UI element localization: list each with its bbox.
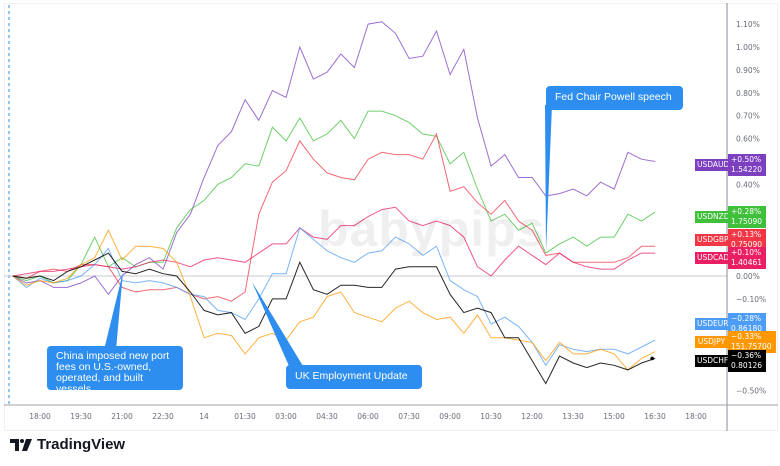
series-line-usdjpy	[12, 229, 656, 371]
y-tick-label: 0.60%	[736, 135, 760, 144]
tradingview-logo-icon	[10, 438, 32, 451]
y-tick-label: −0.10%	[736, 295, 766, 304]
x-tick-label: 13:30	[562, 412, 584, 421]
uk-callout: UK Employment Update	[286, 365, 422, 389]
brand-name: TradingView	[37, 436, 126, 453]
x-tick-label: 10:30	[480, 412, 502, 421]
series-value-badge: +0.50% 1.54220	[728, 154, 766, 176]
x-tick-label: 03:00	[275, 412, 297, 421]
last-price: 0.75090	[731, 240, 763, 249]
x-tick-label: 06:00	[357, 412, 379, 421]
y-tick-label: 0.00%	[736, 272, 760, 281]
tradingview-logo[interactable]: TradingView	[10, 436, 125, 453]
chart-frame	[4, 3, 778, 431]
series-line-usdgbp	[12, 132, 656, 302]
change-percent: −0.33%	[731, 332, 762, 341]
series-value-badge: +0.13% 0.75090	[728, 229, 766, 251]
y-tick-label: 0.80%	[736, 89, 760, 98]
change-percent: +0.50%	[731, 155, 762, 164]
last-price: 1.54220	[731, 165, 763, 174]
x-tick-label: 22:30	[152, 412, 174, 421]
x-tick-label: 15:00	[603, 412, 625, 421]
y-tick-label: 0.70%	[736, 112, 760, 121]
series-value-badge: −0.33% 151.75700	[728, 331, 776, 353]
series-value-badge: −0.36% 0.80126	[728, 350, 766, 372]
change-percent: −0.28%	[731, 314, 762, 323]
last-point-marker	[650, 356, 654, 361]
x-tick-label: 12:00	[521, 412, 543, 421]
x-tick-label: 14	[199, 412, 209, 421]
watermark: babypips	[318, 201, 546, 257]
series-name-badge: USDGBP	[695, 234, 729, 246]
y-tick-label: 0.40%	[736, 180, 760, 189]
series-name-badge: USDJPY	[695, 336, 728, 348]
china-callout: China imposed new port fees on U.S.-owne…	[47, 346, 183, 395]
x-tick-label: 21:00	[111, 412, 133, 421]
x-tick-label: 01:30	[234, 412, 256, 421]
series-line-usdchf	[12, 252, 656, 385]
x-tick-label: 04:30	[316, 412, 338, 421]
change-percent: +0.28%	[731, 207, 762, 216]
last-price: 1.75090	[731, 217, 763, 226]
x-tick-label: 19:30	[70, 412, 92, 421]
series-value-badge: −0.28% 0.86180	[728, 313, 766, 335]
series-line-usdeur	[12, 227, 656, 367]
series-name-badge: USDCAD	[695, 252, 730, 264]
last-price: 151.75700	[731, 342, 772, 351]
series-value-badge: +0.10% 1.40461	[728, 247, 766, 269]
last-price: 0.86180	[731, 324, 763, 333]
series-name-badge: USDAUD	[695, 159, 730, 171]
x-tick-label: 18:00	[29, 412, 51, 421]
x-tick-label: 07:30	[398, 412, 420, 421]
y-tick-label: 1.10%	[736, 20, 760, 29]
last-price: 0.80126	[731, 361, 763, 370]
x-tick-label: 09:00	[439, 412, 461, 421]
change-percent: −0.36%	[731, 351, 762, 360]
powell-callout-pointer	[545, 105, 552, 252]
y-tick-label: −0.50%	[736, 387, 766, 396]
y-tick-label: 1.00%	[736, 43, 760, 52]
china-callout-pointer	[104, 272, 123, 350]
series-value-badge: +0.28% 1.75090	[728, 206, 766, 228]
series-name-badge: USDCHF	[695, 355, 729, 367]
last-price: 1.40461	[731, 258, 763, 267]
x-tick-label: 16:30	[644, 412, 666, 421]
change-percent: +0.13%	[731, 230, 762, 239]
change-percent: +0.10%	[731, 248, 762, 257]
y-tick-label: 0.90%	[736, 66, 760, 75]
uk-callout-pointer	[252, 282, 303, 366]
powell-callout: Fed Chair Powell speech	[546, 86, 683, 110]
x-tick-label: 18:00	[685, 412, 707, 421]
series-name-badge: USDNZD	[695, 211, 730, 223]
series-line-usdnzd	[12, 110, 656, 284]
series-name-badge: USDEUR	[695, 318, 729, 330]
